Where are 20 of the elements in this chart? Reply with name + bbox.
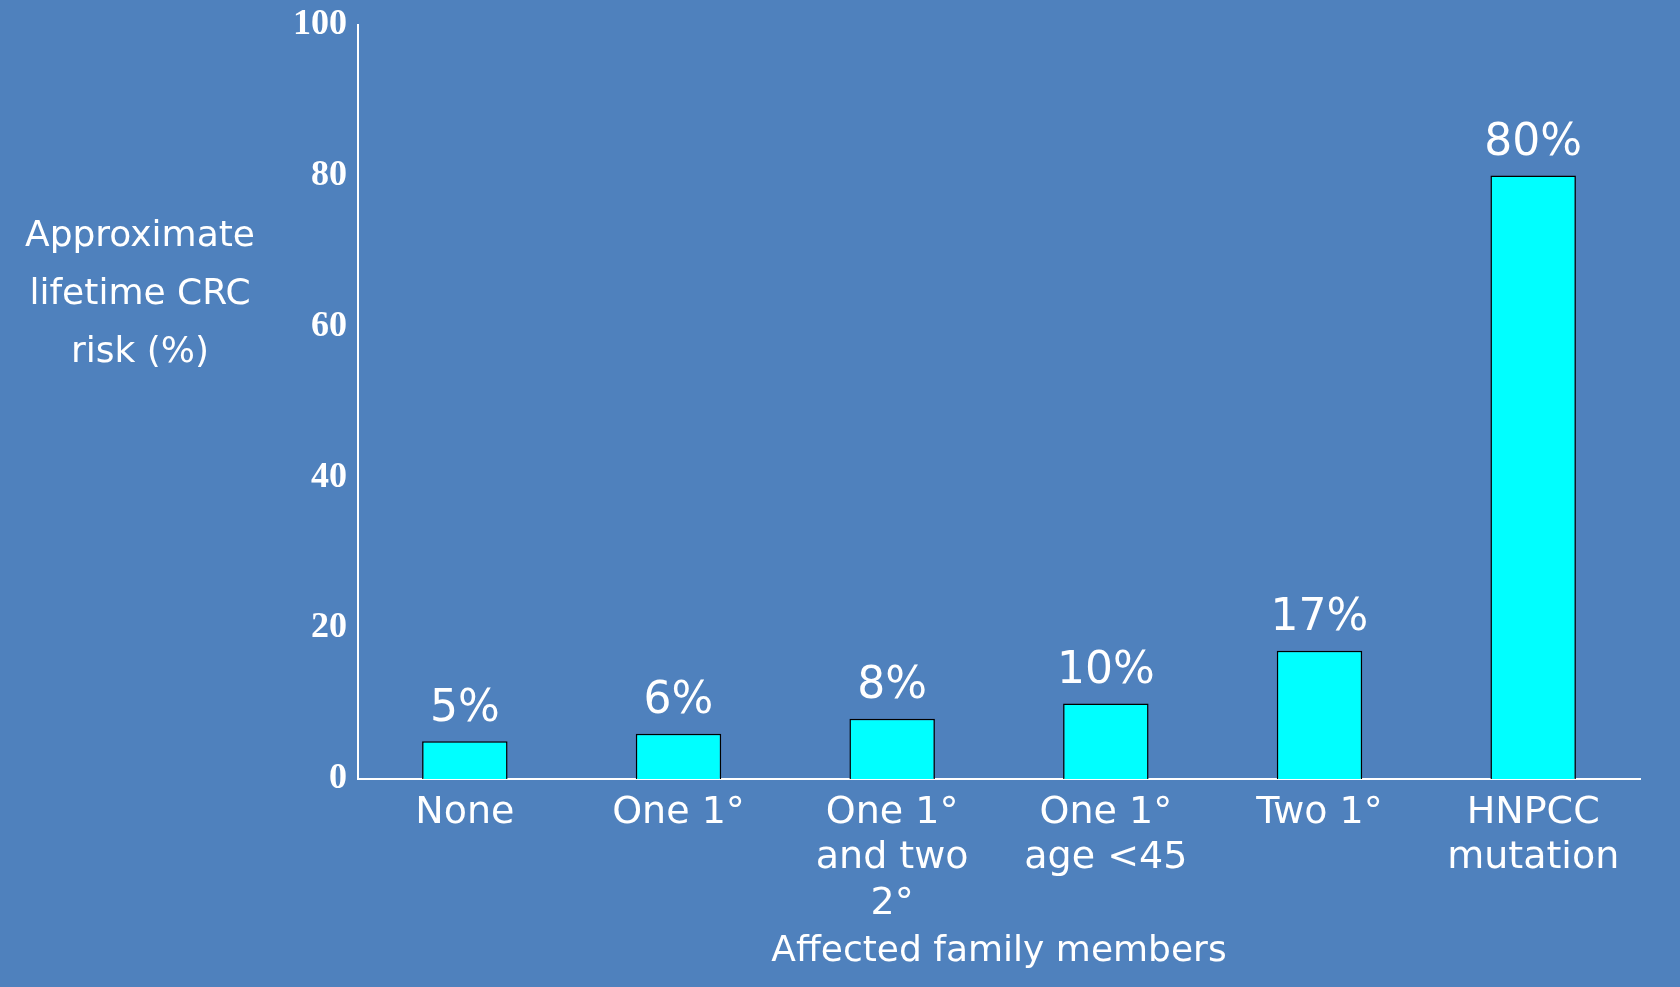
data-label: 5% <box>429 679 500 731</box>
y-tick-label: 60 <box>311 303 347 344</box>
y-tick-label: 80 <box>311 152 347 193</box>
data-label: 8% <box>857 657 928 709</box>
y-tick-label: 100 <box>293 1 347 42</box>
data-label: 10% <box>1056 642 1155 693</box>
y-tick-label: 40 <box>311 454 347 495</box>
y-axis-title: Approximate lifetime CRC risk (%) <box>24 212 256 372</box>
x-tick-label: One 1° <box>612 787 745 832</box>
data-label: 17% <box>1270 589 1369 641</box>
data-label: 6% <box>643 672 714 724</box>
x-tick-label: One 1° age <45 <box>1024 787 1188 878</box>
x-axis-title: Affected family members <box>771 927 1227 969</box>
y-tick-label: 20 <box>311 605 347 646</box>
data-label: 80% <box>1484 113 1583 165</box>
y-tick-label: 0 <box>329 756 347 797</box>
x-tick-label: Two 1° <box>1255 787 1383 832</box>
x-tick-label: None <box>415 787 515 832</box>
x-tick-label: HNPCC mutation <box>1447 787 1620 878</box>
x-tick-label: One 1° and two 2° <box>815 787 969 923</box>
